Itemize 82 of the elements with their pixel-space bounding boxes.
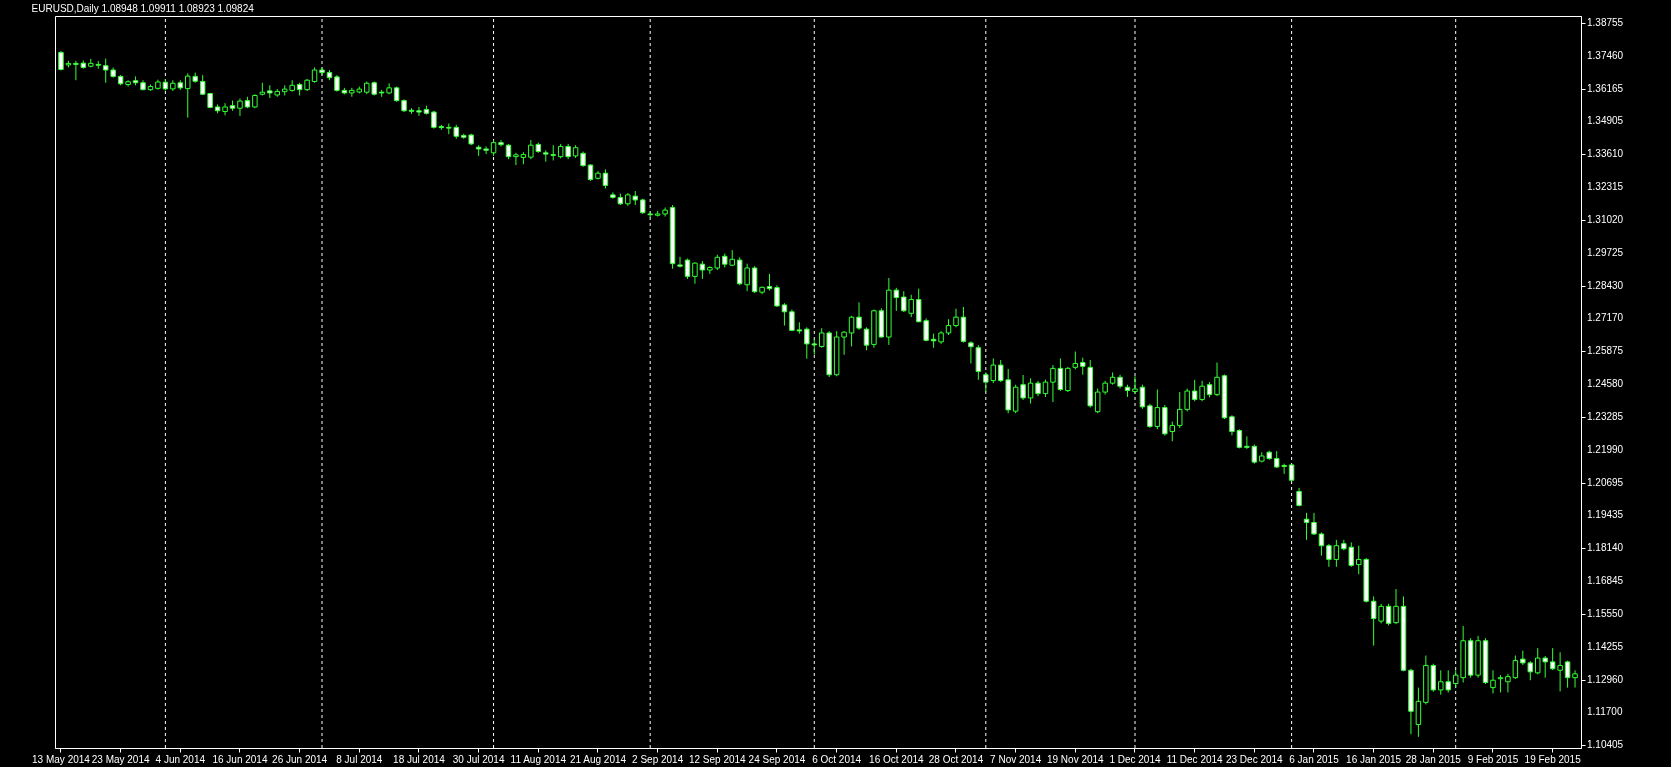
candlestick (1393, 588, 1399, 625)
chart-title: EURUSD,Daily 1.08948 1.09911 1.08923 1.09824 (31, 2, 255, 14)
x-tick-label: 6 Oct 2014 (812, 753, 862, 765)
x-tick-label: 28 Jan 2015 (1405, 753, 1462, 765)
candlestick (953, 308, 959, 328)
candlestick (1050, 364, 1056, 403)
x-tick-label: 30 Jul 2014 (452, 753, 505, 765)
y-tick-label: 1.12960 (1587, 673, 1624, 685)
y-tick-label: 1.37460 (1587, 49, 1624, 61)
candlestick (237, 98, 243, 117)
candlestick (1214, 362, 1220, 397)
candlestick (781, 302, 788, 327)
x-tick-label: 16 Jan 2015 (1346, 753, 1402, 765)
y-tick-label: 1.38755 (1587, 16, 1624, 28)
x-tick-label: 23 Dec 2014 (1225, 753, 1284, 765)
x-tick-label: 28 Oct 2014 (928, 753, 984, 765)
candlestick (1572, 669, 1578, 689)
x-tick-label: 24 Sep 2014 (748, 753, 806, 765)
y-tick-label: 1.25875 (1587, 344, 1624, 356)
candlestick (751, 265, 758, 294)
y-tick-label: 1.24580 (1587, 377, 1624, 389)
x-tick-label: 16 Oct 2014 (869, 753, 924, 765)
x-tick-label: 4 Jun 2014 (155, 753, 206, 765)
y-tick-label: 1.29725 (1587, 246, 1624, 258)
candlestick (1490, 669, 1496, 694)
candlestick (774, 284, 780, 308)
x-tick-label: 19 Feb 2015 (1524, 753, 1582, 765)
candlestick (677, 256, 683, 268)
candlestick (1132, 375, 1138, 395)
y-tick-label: 1.10405 (1587, 739, 1624, 751)
y-tick-label: 1.31020 (1587, 213, 1624, 225)
y-tick-label: 1.36165 (1587, 82, 1624, 94)
candlestick (863, 326, 870, 351)
x-tick-label: 11 Dec 2014 (1166, 753, 1224, 765)
candlestick (1318, 531, 1325, 557)
candlestick (1385, 603, 1392, 626)
candlestick (1065, 366, 1071, 393)
x-tick-label: 21 Aug 2014 (569, 753, 627, 765)
candlestick (416, 106, 422, 117)
x-tick-label: 18 Jul 2014 (393, 753, 446, 765)
candlestick (602, 168, 609, 189)
candlestick (1027, 377, 1034, 405)
candlestick (848, 315, 855, 347)
x-tick-label: 8 Jul 2014 (336, 753, 383, 765)
y-tick-label: 1.19435 (1587, 509, 1624, 520)
candlestick (498, 139, 504, 147)
x-tick-label: 6 Jan 2015 (1289, 753, 1340, 765)
candlestick (1229, 414, 1235, 436)
x-tick-label: 11 Aug 2014 (510, 753, 567, 765)
y-tick-label: 1.34905 (1587, 114, 1624, 126)
candlestick (856, 301, 862, 331)
candlestick (1057, 357, 1064, 392)
candlestick (968, 340, 974, 365)
x-tick-label: 26 Jun 2014 (272, 753, 328, 765)
candlestick (692, 261, 698, 285)
x-tick-label: 1 Dec 2014 (1109, 753, 1161, 765)
y-tick-label: 1.27170 (1587, 311, 1624, 323)
candlestick (1415, 687, 1422, 738)
candlestick (1564, 660, 1571, 689)
y-tick-label: 1.15550 (1587, 607, 1624, 619)
candlestick (58, 50, 64, 72)
y-tick-label: 1.33610 (1587, 147, 1624, 159)
y-tick-label: 1.14255 (1587, 640, 1624, 652)
y-tick-label: 1.20695 (1587, 476, 1624, 488)
y-tick-label: 1.32315 (1587, 180, 1624, 192)
x-tick-label: 19 Nov 2014 (1046, 753, 1105, 765)
candlestick (222, 102, 228, 116)
candlestick (975, 344, 982, 381)
y-tick-label: 1.28430 (1587, 279, 1624, 291)
y-tick-label: 1.21990 (1587, 443, 1624, 455)
candlestick (513, 152, 519, 166)
y-tick-label: 1.18140 (1587, 541, 1624, 553)
x-tick-label: 9 Feb 2015 (1467, 753, 1519, 765)
y-tick-label: 1.23285 (1587, 410, 1624, 422)
y-tick-label: 1.11700 (1587, 706, 1623, 718)
x-tick-label: 2 Sep 2014 (632, 753, 684, 765)
y-tick-label: 1.16845 (1587, 574, 1624, 586)
x-tick-label: 16 Jun 2014 (212, 753, 268, 765)
x-tick-label: 13 May 2014 (32, 753, 91, 765)
x-tick-label: 23 May 2014 (91, 753, 150, 765)
x-tick-label: 12 Sep 2014 (688, 753, 747, 765)
x-tick-label: 7 Nov 2014 (990, 753, 1042, 765)
